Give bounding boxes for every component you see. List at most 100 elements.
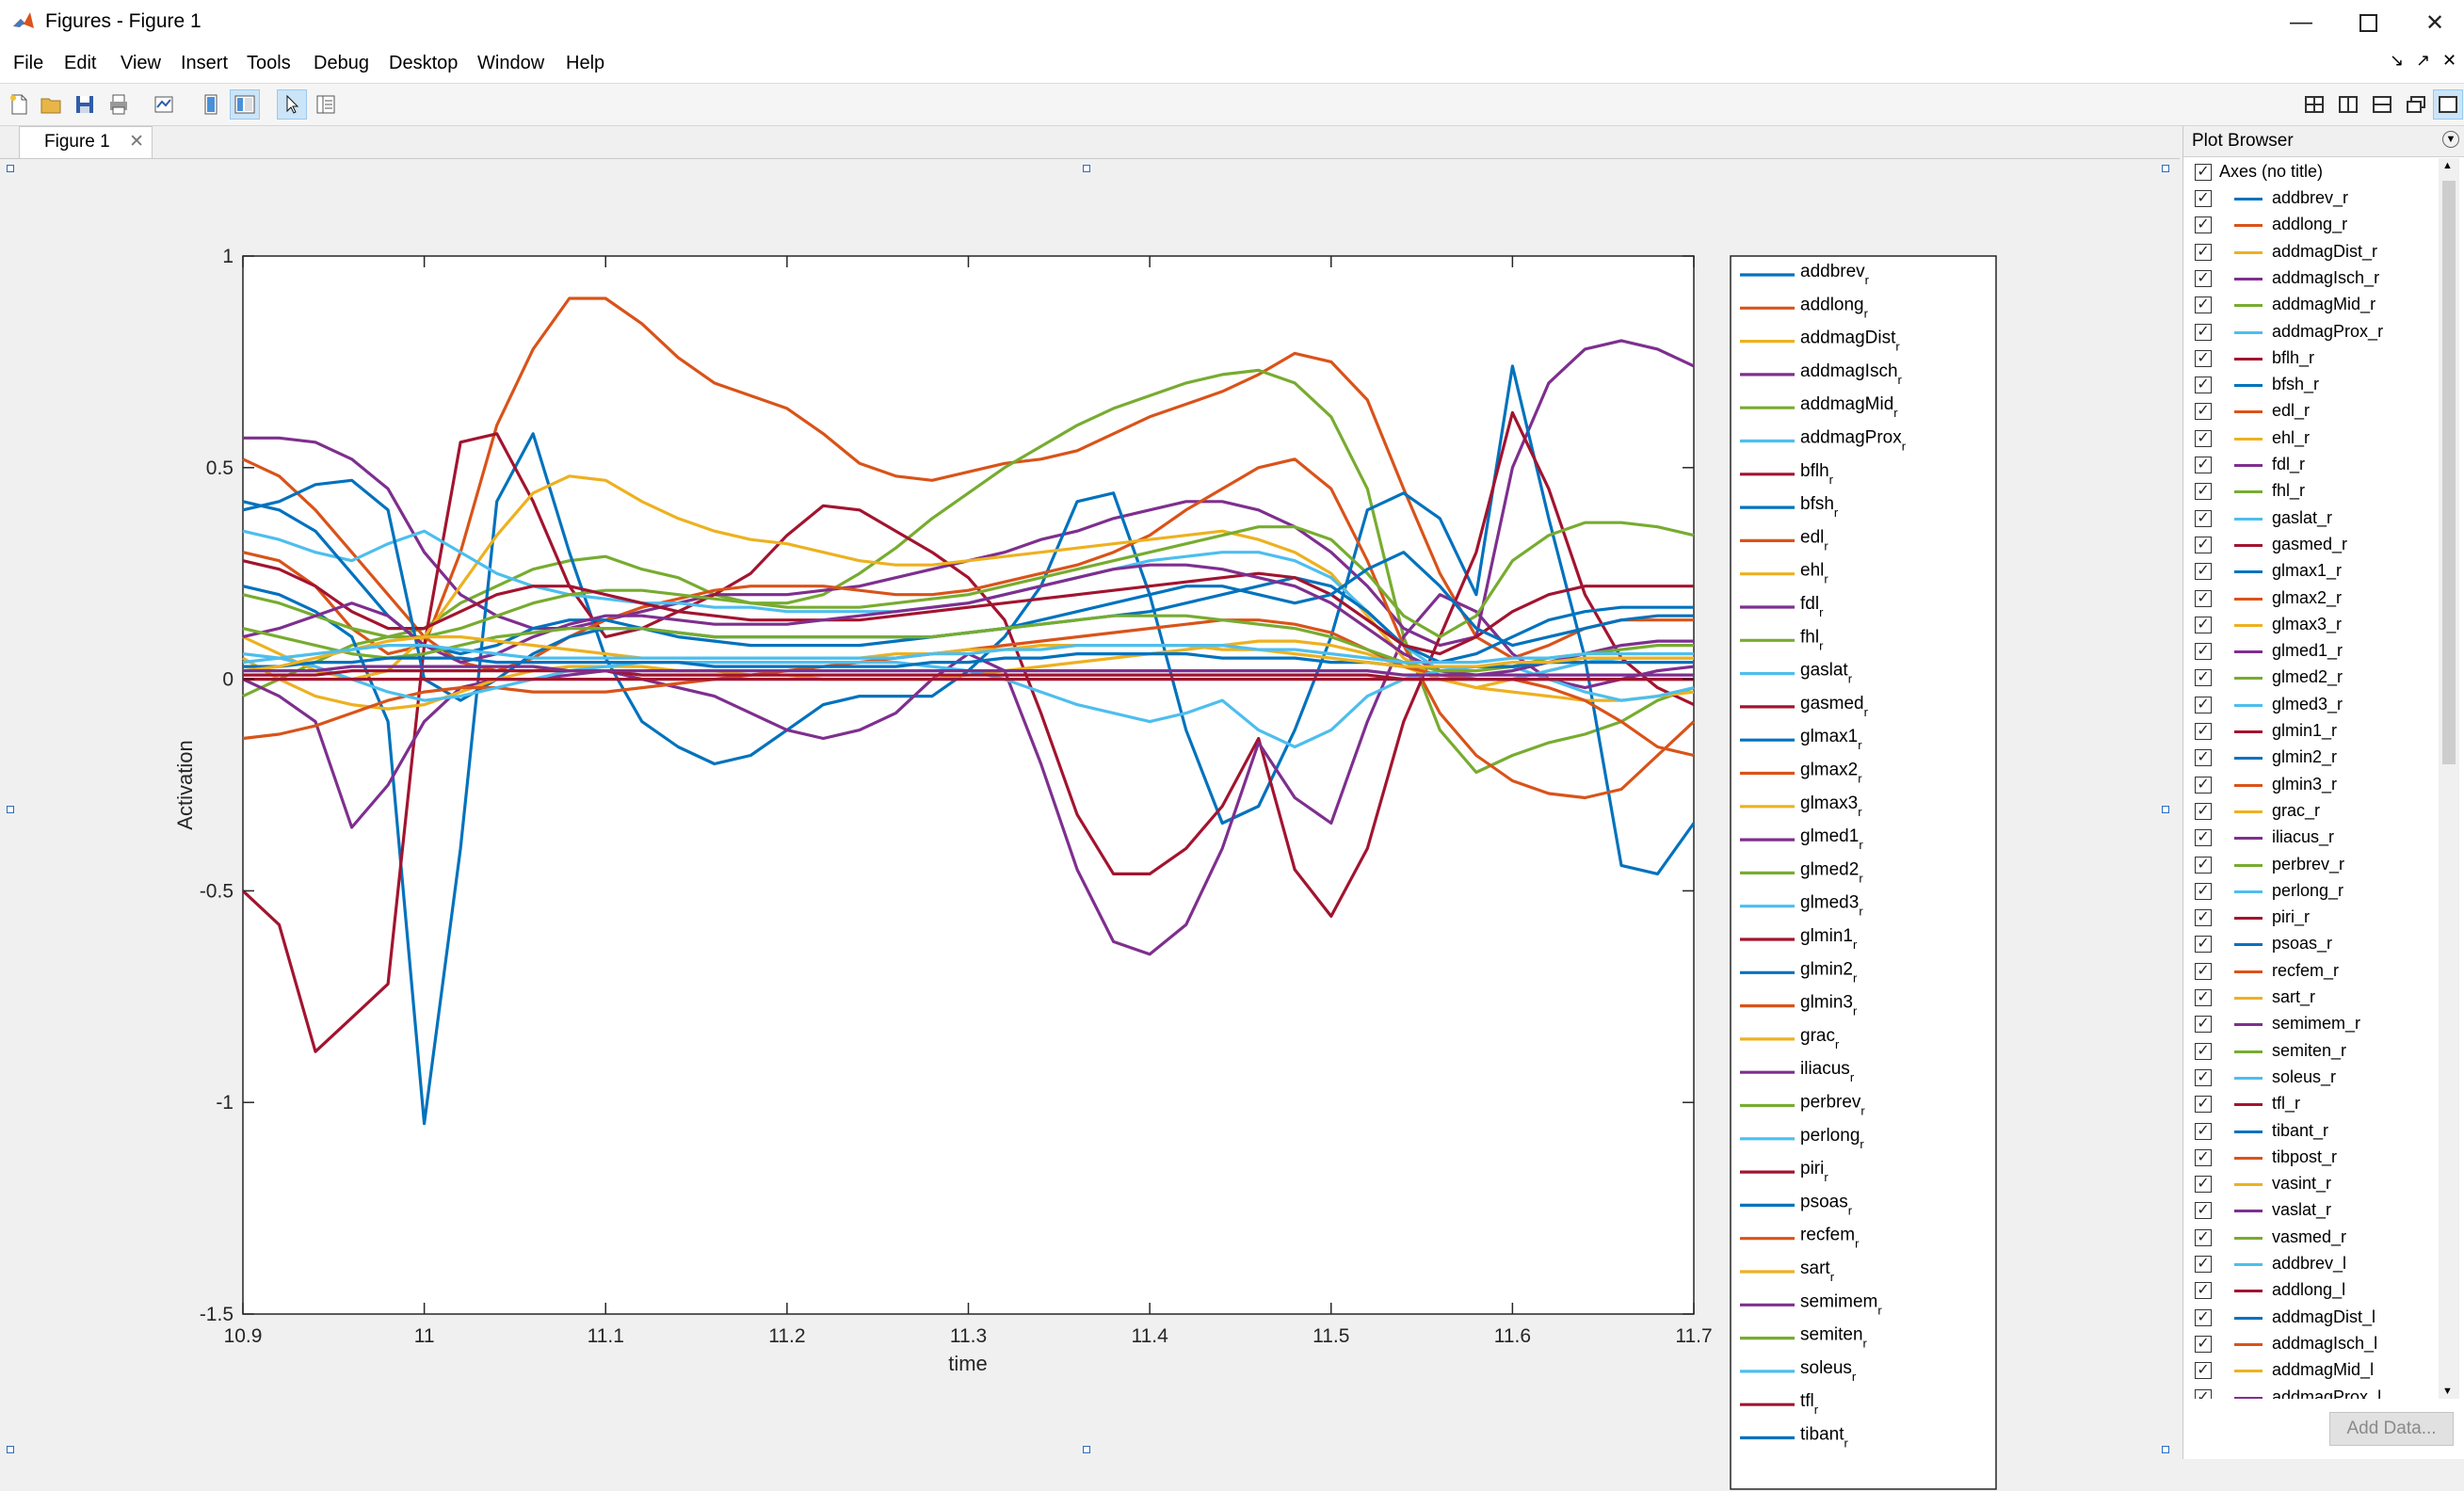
plot-browser-item[interactable]: ✓ tfl_r: [2183, 1090, 2440, 1116]
plot-browser-item[interactable]: ✓ vasmed_r: [2183, 1224, 2440, 1250]
plot-browser-item[interactable]: ✓ piri_r: [2183, 904, 2440, 930]
scroll-down-icon[interactable]: ▼: [2442, 1386, 2453, 1397]
legend-entry[interactable]: bfshr: [1800, 494, 1839, 520]
close-tab-icon[interactable]: ✕: [129, 132, 144, 152]
series-line-glmax2_r[interactable]: [242, 368, 1695, 775]
visibility-checkbox[interactable]: ✓: [2195, 1308, 2212, 1326]
legend-entry[interactable]: fhlr: [1800, 627, 1824, 652]
legend-entry[interactable]: recfemr: [1800, 1226, 1860, 1251]
plot-browser-item[interactable]: ✓ addmagProx_l: [2183, 1384, 2440, 1399]
plot-browser-item[interactable]: ✓ addmagIsch_l: [2183, 1330, 2440, 1356]
plot-browser-item[interactable]: ✓ addmagProx_r: [2183, 318, 2440, 345]
plot-browser-item[interactable]: ✓ fhl_r: [2183, 477, 2440, 504]
resize-handle[interactable]: [7, 165, 14, 172]
legend-entry[interactable]: addmagDistr: [1800, 329, 1900, 354]
legend-entry[interactable]: gaslatr: [1800, 661, 1853, 686]
plot-browser-item[interactable]: ✓ semimem_r: [2183, 1010, 2440, 1036]
visibility-checkbox[interactable]: ✓: [2195, 802, 2212, 820]
plot-browser-item[interactable]: ✓ tibant_r: [2183, 1117, 2440, 1144]
dock-icon[interactable]: ↗: [2416, 51, 2431, 70]
visibility-checkbox[interactable]: ✓: [2195, 1256, 2212, 1273]
legend-entry[interactable]: addlongr: [1800, 295, 1869, 320]
visibility-checkbox[interactable]: ✓: [2195, 1362, 2212, 1380]
plot-browser-item[interactable]: ✓ grac_r: [2183, 797, 2440, 824]
plot-browser-item[interactable]: ✓ addbrev_r: [2183, 184, 2440, 211]
undock-icon[interactable]: ↘: [2390, 51, 2405, 70]
series-line-bflh_r[interactable]: [242, 559, 1694, 656]
menu-edit[interactable]: Edit: [64, 53, 97, 73]
menu-insert[interactable]: Insert: [181, 53, 229, 73]
legend-entry[interactable]: perbrevr: [1800, 1093, 1865, 1118]
plot-browser-item[interactable]: ✓ ehl_r: [2183, 425, 2440, 451]
visibility-checkbox[interactable]: ✓: [2195, 909, 2212, 927]
visibility-checkbox[interactable]: ✓: [2195, 1176, 2212, 1194]
visibility-checkbox[interactable]: ✓: [2195, 1016, 2212, 1034]
visibility-checkbox[interactable]: ✓: [2195, 669, 2212, 687]
tile-grid-button[interactable]: [2299, 89, 2329, 120]
show-plot-tools-button[interactable]: [230, 89, 260, 120]
legend-entry[interactable]: tibantr: [1800, 1425, 1848, 1451]
series-line-glmin1_r[interactable]: [241, 410, 1695, 1053]
legend-entry[interactable]: edlr: [1800, 527, 1828, 553]
visibility-checkbox[interactable]: ✓: [2195, 216, 2212, 234]
visibility-checkbox[interactable]: ✓: [2195, 429, 2212, 447]
series-line-grac_r[interactable]: [242, 635, 1694, 673]
legend-entry[interactable]: glmax1r: [1800, 727, 1862, 752]
visibility-checkbox[interactable]: ✓: [2195, 749, 2212, 767]
plot-browser-item[interactable]: ✓ glmin1_r: [2183, 717, 2440, 744]
visibility-checkbox[interactable]: ✓: [2195, 723, 2212, 740]
series-line-piri_r[interactable]: [243, 668, 1694, 681]
resize-handle[interactable]: [7, 1446, 14, 1453]
inspector-button[interactable]: [311, 89, 341, 120]
visibility-checkbox[interactable]: ✓: [2195, 1282, 2212, 1300]
visibility-checkbox[interactable]: ✓: [2195, 1388, 2212, 1399]
visibility-checkbox[interactable]: ✓: [2195, 190, 2212, 207]
visibility-checkbox[interactable]: ✓: [2195, 377, 2212, 394]
visibility-checkbox[interactable]: ✓: [2195, 1068, 2212, 1086]
legend-entry[interactable]: pirir: [1800, 1159, 1828, 1184]
plot-browser-item[interactable]: ✓ sart_r: [2183, 984, 2440, 1010]
legend-entry[interactable]: addmagMidr: [1800, 394, 1898, 420]
plot-browser-item[interactable]: ✓ bfsh_r: [2183, 371, 2440, 397]
menu-file[interactable]: File: [13, 53, 44, 73]
plot-browser-item[interactable]: ✓ edl_r: [2183, 397, 2440, 424]
plot-browser-item[interactable]: ✓ gaslat_r: [2183, 505, 2440, 531]
edit-plot-button[interactable]: [277, 89, 307, 120]
menu-view[interactable]: View: [121, 53, 161, 73]
plot-browser-item[interactable]: ✓ addmagDist_l: [2183, 1304, 2440, 1330]
visibility-checkbox[interactable]: ✓: [2195, 962, 2212, 980]
float-button[interactable]: [2401, 89, 2431, 120]
plot-browser-item[interactable]: ✓ addbrev_l: [2183, 1250, 2440, 1276]
top-bottom-split-button[interactable]: [2367, 89, 2397, 120]
visibility-checkbox[interactable]: ✓: [2195, 696, 2212, 713]
menu-tools[interactable]: Tools: [247, 53, 291, 73]
left-right-split-button[interactable]: [2333, 89, 2363, 120]
plot-browser-item[interactable]: ✓ glmin3_r: [2183, 771, 2440, 797]
plot-browser-item[interactable]: ✓ perbrev_r: [2183, 851, 2440, 877]
visibility-checkbox[interactable]: ✓: [2195, 1042, 2212, 1060]
visibility-checkbox[interactable]: ✓: [2195, 403, 2212, 421]
legend-entry[interactable]: fdlr: [1800, 594, 1824, 619]
save-button[interactable]: [70, 89, 100, 120]
plot-browser-item[interactable]: ✓ glmed3_r: [2183, 691, 2440, 717]
series-line-addlong_r[interactable]: [242, 297, 1694, 660]
legend-entry[interactable]: glmin1r: [1800, 926, 1858, 952]
menu-desktop[interactable]: Desktop: [389, 53, 459, 73]
visibility-checkbox[interactable]: ✓: [2195, 882, 2212, 900]
visibility-checkbox[interactable]: ✓: [2195, 643, 2212, 661]
visibility-checkbox[interactable]: ✓: [2195, 1335, 2212, 1353]
menu-window[interactable]: Window: [477, 53, 545, 73]
visibility-checkbox[interactable]: ✓: [2195, 269, 2212, 287]
close-button[interactable]: ✕: [2402, 0, 2464, 45]
visibility-checkbox[interactable]: ✓: [2195, 536, 2212, 553]
legend-entry[interactable]: gasmedr: [1800, 694, 1869, 719]
plot-browser-item[interactable]: ✓ bflh_r: [2183, 345, 2440, 371]
plot-browser-scrollbar[interactable]: ▲ ▼: [2439, 158, 2459, 1399]
axes-checkbox[interactable]: ✓: [2195, 164, 2212, 181]
series-line-perlong_r[interactable]: [242, 643, 1694, 665]
plot-browser-item[interactable]: ✓ iliacus_r: [2183, 824, 2440, 850]
legend-entry[interactable]: semimemr: [1800, 1291, 1882, 1317]
visibility-checkbox[interactable]: ✓: [2195, 1202, 2212, 1220]
resize-handle[interactable]: [1083, 1446, 1090, 1453]
plot-browser-item[interactable]: ✓ addmagMid_l: [2183, 1356, 2440, 1383]
